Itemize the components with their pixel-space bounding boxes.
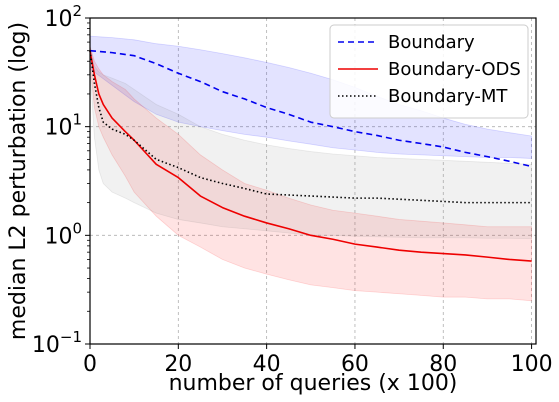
x-tick-label: 0 xyxy=(83,352,97,377)
x-tick-label: 40 xyxy=(253,352,281,377)
x-axis-label: number of queries (x 100) xyxy=(169,371,458,396)
line-boundary xyxy=(89,49,532,168)
band-boundary-ods xyxy=(89,46,532,302)
line-boundary-mt xyxy=(89,50,532,204)
y-axis-label: median L2 perturbation (log) xyxy=(6,22,31,340)
x-tick-label: 80 xyxy=(429,352,457,377)
y-tick-label: 100 xyxy=(44,219,82,249)
legend: Boundary Boundary-ODS Boundary-MT xyxy=(329,24,529,119)
y-tick-label: 101 xyxy=(44,111,82,141)
line-boundary-ods xyxy=(89,50,532,262)
y-tick-label: 10−1 xyxy=(32,328,82,358)
y-axis-ticks: 10−1 100 101 102 xyxy=(32,2,90,358)
legend-label-boundary-mt: Boundary-MT xyxy=(388,86,508,107)
x-tick-label: 100 xyxy=(511,352,553,377)
x-tick-label: 20 xyxy=(164,352,192,377)
plot-frame xyxy=(89,17,537,345)
series-lines xyxy=(89,49,532,262)
legend-box xyxy=(329,24,529,119)
y-tick-label: 102 xyxy=(44,2,82,32)
legend-label-boundary-ods: Boundary-ODS xyxy=(388,59,521,80)
legend-label-boundary: Boundary xyxy=(388,32,475,53)
x-axis-ticks: 0 20 40 60 80 100 xyxy=(83,344,553,377)
band-boundary-mt xyxy=(89,46,532,240)
band-boundary xyxy=(89,35,532,159)
confidence-bands xyxy=(89,35,532,302)
x-tick-label: 60 xyxy=(341,352,369,377)
